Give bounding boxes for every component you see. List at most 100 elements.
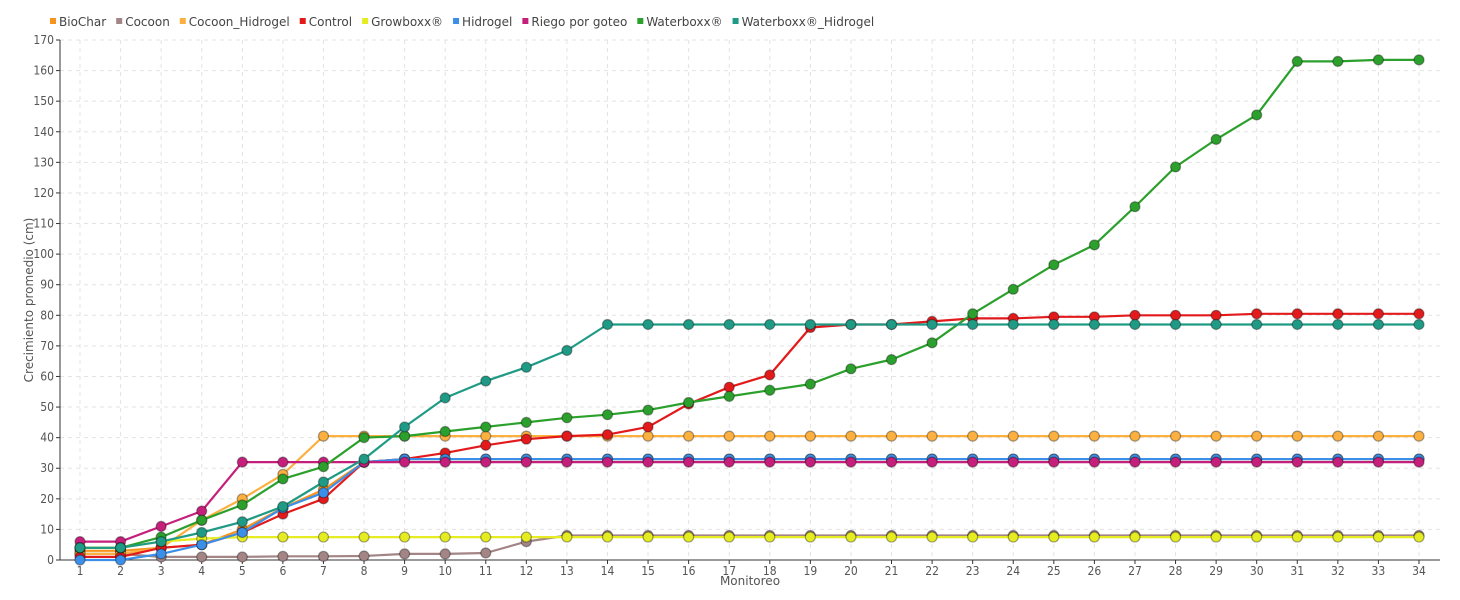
data-point xyxy=(1332,456,1344,468)
data-point xyxy=(277,550,289,562)
x-tick-label: 33 xyxy=(1372,564,1386,578)
data-point xyxy=(1332,318,1344,331)
data-point xyxy=(1169,161,1182,173)
data-point xyxy=(480,421,492,433)
data-point xyxy=(967,308,979,320)
legend-swatch xyxy=(116,18,123,24)
axes: 0102030405060708090100110120130140150160… xyxy=(33,33,1440,578)
data-point xyxy=(317,487,330,499)
x-tick-label: 24 xyxy=(1006,564,1020,578)
y-tick-label: 100 xyxy=(33,247,54,261)
data-point xyxy=(1007,283,1019,295)
data-point xyxy=(1291,456,1303,468)
y-tick-label: 10 xyxy=(40,522,54,536)
data-point xyxy=(155,520,167,532)
data-point xyxy=(1088,318,1100,331)
legend-item: Waterboxx®_Hidrogel xyxy=(732,15,875,29)
data-point xyxy=(317,430,330,442)
y-tick-label: 0 xyxy=(47,553,54,567)
data-point xyxy=(1251,430,1263,442)
data-point xyxy=(683,430,695,442)
data-point xyxy=(1291,308,1303,320)
data-point xyxy=(967,531,979,543)
data-point xyxy=(236,456,248,468)
series-1 xyxy=(74,529,1425,563)
data-point xyxy=(520,531,532,543)
data-point xyxy=(480,531,492,543)
data-point xyxy=(885,318,898,331)
data-point xyxy=(561,456,573,468)
data-point xyxy=(845,456,857,468)
series-line xyxy=(80,458,1419,562)
data-point xyxy=(196,526,208,539)
data-point xyxy=(1413,54,1425,66)
data-point xyxy=(196,551,208,563)
legend-label: Hidrogel xyxy=(462,15,512,29)
data-point xyxy=(561,344,573,357)
y-tick-label: 80 xyxy=(40,308,54,322)
data-point xyxy=(480,430,492,442)
data-point xyxy=(358,453,370,465)
data-point xyxy=(1372,456,1385,468)
data-point xyxy=(642,318,654,331)
data-point xyxy=(1129,309,1141,321)
data-point xyxy=(1332,308,1344,320)
data-point xyxy=(277,531,289,543)
x-tick-label: 7 xyxy=(320,564,327,578)
data-point xyxy=(1210,456,1222,468)
data-point xyxy=(1251,456,1263,468)
legend-item: Riego por goteo xyxy=(522,15,627,29)
data-point xyxy=(317,461,330,473)
data-point xyxy=(885,430,898,442)
data-point xyxy=(723,390,735,402)
data-point xyxy=(1048,531,1060,543)
x-tick-label: 18 xyxy=(763,564,777,578)
x-tick-label: 16 xyxy=(682,564,696,578)
legend-item: Cocoon xyxy=(116,15,170,29)
data-point xyxy=(520,456,532,468)
data-point xyxy=(480,439,492,451)
data-point xyxy=(1413,456,1425,468)
data-point xyxy=(804,318,816,331)
data-point xyxy=(277,456,289,468)
legend-swatch xyxy=(522,18,529,24)
y-tick-label: 40 xyxy=(40,431,54,445)
data-point xyxy=(1251,308,1263,320)
series-line xyxy=(80,312,1419,559)
data-point xyxy=(520,361,532,373)
data-point xyxy=(601,531,614,543)
data-point xyxy=(399,421,411,433)
series-line xyxy=(80,435,1419,556)
legend-swatch xyxy=(453,18,460,24)
y-tick-label: 170 xyxy=(33,33,54,47)
y-tick-label: 150 xyxy=(33,94,54,108)
data-point xyxy=(642,404,654,416)
data-point xyxy=(236,526,248,539)
x-tick-label: 32 xyxy=(1331,564,1345,578)
legend-label: Waterboxx®_Hidrogel xyxy=(742,15,875,29)
x-tick-label: 5 xyxy=(239,564,246,578)
data-point xyxy=(885,531,898,543)
x-tick-label: 29 xyxy=(1209,564,1223,578)
data-point xyxy=(967,318,979,331)
data-point xyxy=(1372,308,1385,320)
data-point xyxy=(236,499,248,511)
x-tick-label: 17 xyxy=(722,564,736,578)
x-tick-label: 21 xyxy=(885,564,899,578)
data-point xyxy=(1088,430,1100,442)
data-point xyxy=(642,531,654,543)
x-tick-label: 1 xyxy=(77,564,84,578)
x-tick-label: 30 xyxy=(1250,564,1264,578)
data-point xyxy=(926,456,938,468)
x-tick-label: 11 xyxy=(479,564,493,578)
series-2 xyxy=(74,430,1425,560)
series-group xyxy=(74,54,1425,566)
data-point xyxy=(520,433,532,445)
x-tick-label: 2 xyxy=(117,564,124,578)
y-tick-label: 30 xyxy=(40,461,54,475)
legend-swatch xyxy=(50,18,56,24)
data-point xyxy=(723,456,735,468)
data-point xyxy=(1291,55,1303,68)
data-point xyxy=(1332,531,1344,543)
x-tick-label: 26 xyxy=(1088,564,1102,578)
